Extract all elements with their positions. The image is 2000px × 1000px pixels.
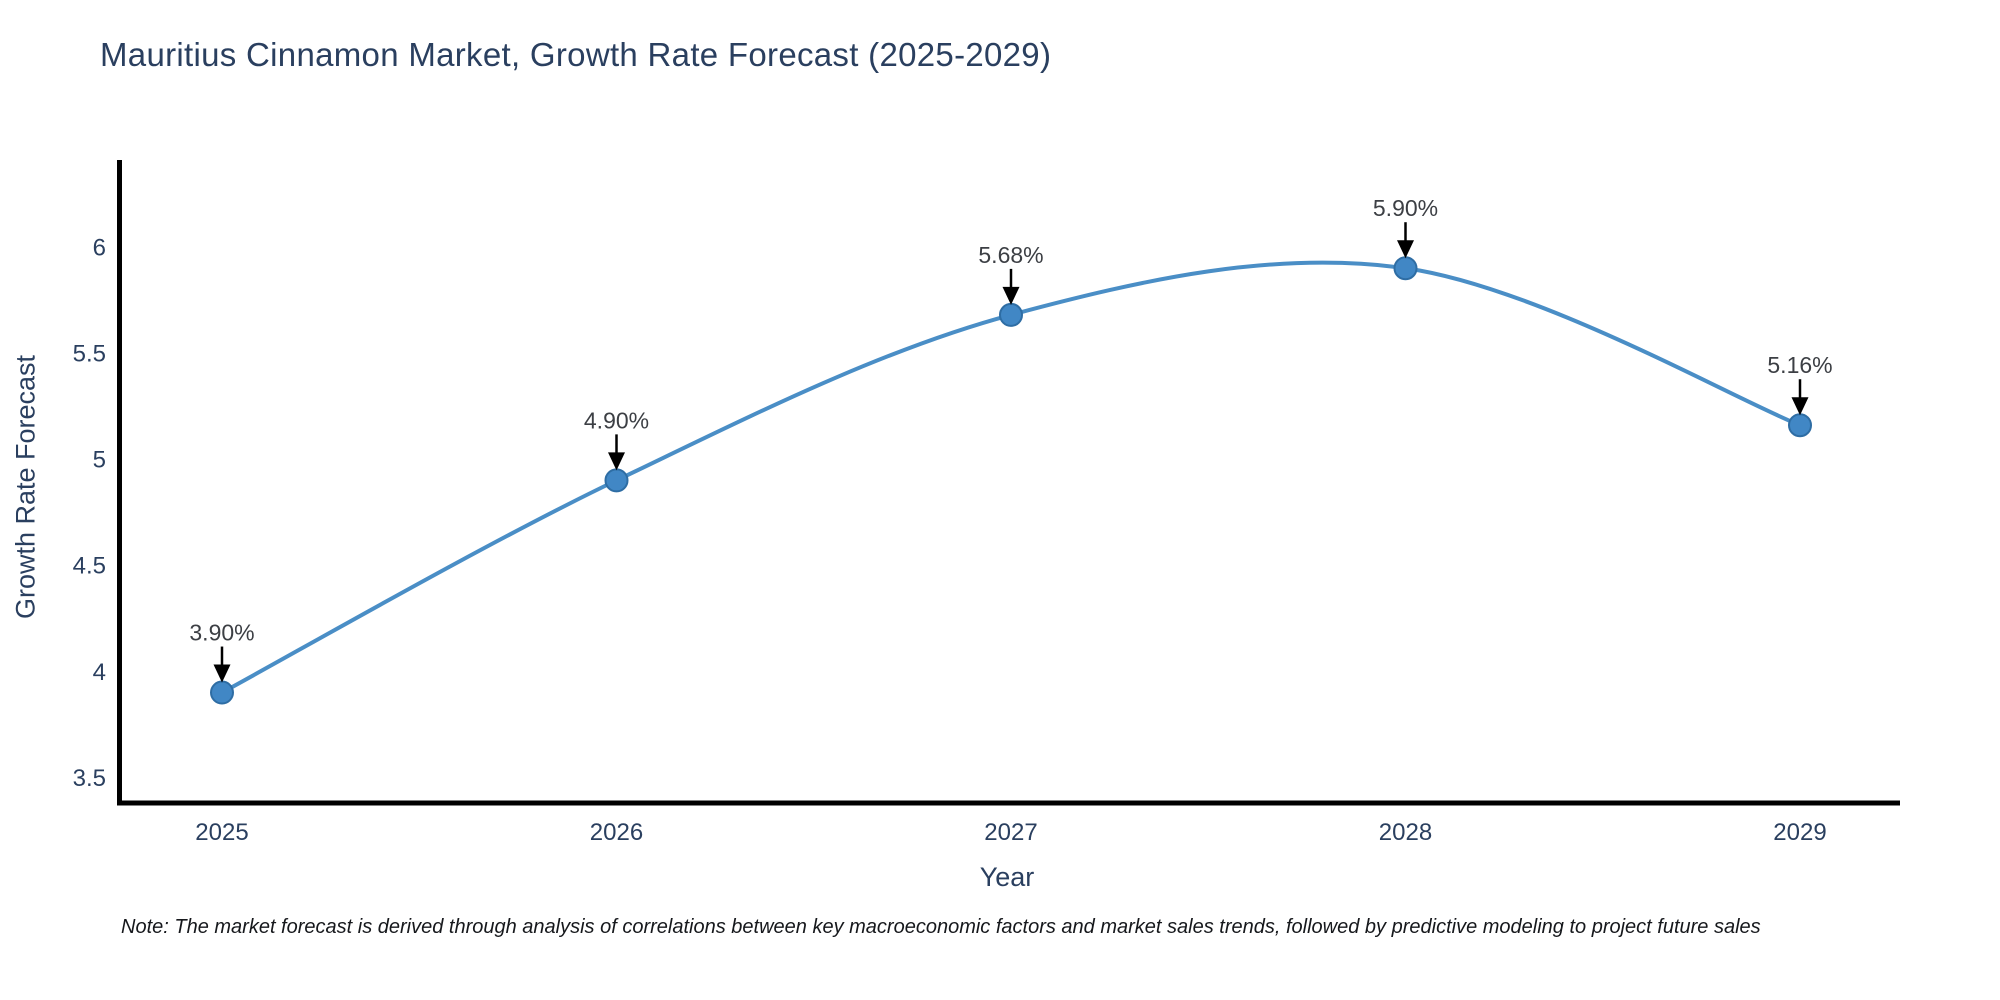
data-point-marker (999, 302, 1023, 327)
footnote: Note: The market forecast is derived thr… (121, 916, 1761, 938)
data-point-marker (1788, 413, 1812, 438)
y-tick-label: 3.5 (73, 765, 106, 792)
annotation-label: 5.68% (978, 242, 1043, 268)
x-tick-label: 2026 (590, 819, 643, 846)
trend-line (220, 260, 1802, 695)
data-point-marker (1393, 256, 1418, 281)
annotation-arrow-head (608, 452, 625, 471)
chart-title: Mauritius Cinnamon Market, Growth Rate F… (100, 36, 1052, 73)
annotation-label: 5.16% (1767, 352, 1832, 378)
data-point-marker (604, 468, 629, 493)
annotation-label: 5.90% (1373, 195, 1438, 221)
y-tick-label: 4 (93, 659, 106, 686)
y-tick-label: 5.5 (73, 341, 106, 368)
x-tick-label: 2029 (1773, 819, 1826, 846)
data-point-marker (210, 680, 234, 705)
annotation-arrow-head (213, 664, 231, 683)
x-tick-label: 2027 (984, 819, 1037, 846)
annotation-arrow-head (1791, 397, 1809, 416)
annotation-arrow-head (1002, 286, 1020, 305)
y-tick-label: 5 (93, 447, 106, 474)
x-tick-label: 2025 (195, 819, 248, 846)
y-tick-label: 4.5 (73, 553, 106, 580)
x-axis-title: Year (979, 862, 1035, 892)
annotation-label: 4.90% (584, 407, 649, 433)
annotation-label: 3.90% (189, 620, 254, 646)
annotation-arrow-head (1397, 240, 1414, 259)
x-tick-label: 2028 (1379, 819, 1432, 846)
y-tick-label: 6 (93, 234, 106, 261)
